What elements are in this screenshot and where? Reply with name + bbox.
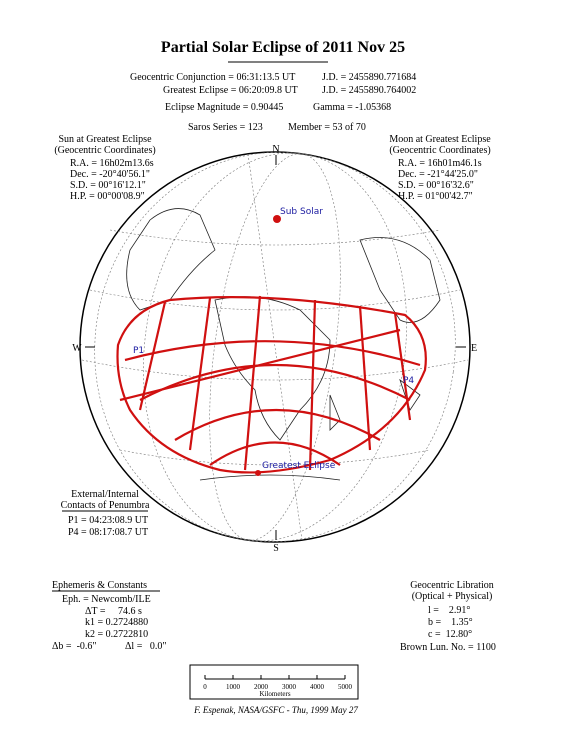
text: Eph. = Newcomb/ILE [62, 594, 151, 605]
compass-label: W [72, 343, 82, 354]
sub-solar-marker [273, 215, 281, 223]
footer: F. Espenak, NASA/GSFC - Thu, 1999 May 27 [193, 705, 358, 715]
scale-label: 4000 [310, 683, 325, 691]
scale-label: 1000 [226, 683, 241, 691]
text: External/Internal [71, 489, 139, 500]
text: R.A. = 16h01m46.1s [398, 158, 482, 169]
ephemeris: Ephemeris & Constants Eph. = Newcomb/ILE… [52, 580, 166, 652]
sun-block: Sun at Greatest Eclipse (Geocentric Coor… [54, 134, 155, 202]
scale-unit: Kilometers [259, 690, 290, 698]
text: Geocentric Libration [410, 580, 494, 591]
text: Δb = -0.6" [52, 641, 96, 652]
text: Dec. = -20°40'56.1" [70, 169, 150, 180]
title: Partial Solar Eclipse of 2011 Nov 25 [161, 39, 405, 56]
text: Greatest Eclipse = 06:20:09.8 UT [163, 85, 298, 96]
text: b = 1.35° [428, 617, 473, 628]
text: ΔT = 74.6 s [85, 606, 142, 617]
text: (Geocentric Coordinates) [389, 145, 490, 156]
text: P1 = 04:23:08.9 UT [68, 515, 148, 526]
map-label: P1 [133, 346, 144, 356]
text: H.P. = 01°00'42.7" [398, 191, 473, 202]
text: Eclipse Magnitude = 0.90445 [165, 102, 283, 113]
text: c = 12.80° [428, 629, 472, 640]
text: J.D. = 2455890.764002 [322, 85, 416, 96]
text: Brown Lun. No. = 1100 [400, 642, 496, 653]
text: P4 = 08:17:08.7 UT [68, 527, 148, 538]
moon-block: Moon at Greatest Eclipse (Geocentric Coo… [389, 134, 491, 202]
compass-label: E [471, 343, 477, 354]
compass-label: N [272, 144, 279, 155]
compass-label: S [273, 543, 279, 554]
text: S.D. = 00°16'12.1" [70, 180, 146, 191]
map-label: Sub Solar [280, 207, 323, 217]
text: (Optical + Physical) [412, 591, 493, 602]
greatest-marker [255, 470, 261, 476]
text: k2 = 0.2722810 [85, 629, 148, 640]
text: Contacts of Penumbra [61, 500, 150, 511]
scale-label: 5000 [338, 683, 353, 691]
text: Moon at Greatest Eclipse [389, 134, 491, 145]
map-label: Greatest Eclipse [262, 461, 336, 471]
text: Δl = 0.0" [125, 641, 166, 652]
text: k1 = 0.2724880 [85, 617, 148, 628]
text: J.D. = 2455890.771684 [322, 72, 416, 83]
text: S.D. = 00°16'32.6" [398, 180, 474, 191]
text: R.A. = 16h02m13.6s [70, 158, 154, 169]
text: H.P. = 00°00'08.9" [70, 191, 145, 202]
map-label: P4 [403, 376, 414, 386]
text: (Geocentric Coordinates) [54, 145, 155, 156]
text: Ephemeris & Constants [52, 580, 147, 591]
text: Geocentric Conjunction = 06:31:13.5 UT [130, 72, 295, 83]
scale-label: 0 [203, 683, 207, 691]
globe [79, 151, 471, 543]
text: Dec. = -21°44'25.0" [398, 169, 478, 180]
scale-label: 3000 [282, 683, 297, 691]
text: Member = 53 of 70 [288, 122, 366, 133]
scale-bar: Kilometers 0 1000 2000 3000 4000 5000 [189, 664, 359, 700]
libration: Geocentric Libration (Optical + Physical… [400, 580, 496, 653]
compass [85, 155, 466, 540]
text: Sun at Greatest Eclipse [58, 134, 152, 145]
text: Gamma = -1.05368 [313, 102, 391, 113]
text: Saros Series = 123 [188, 122, 263, 133]
text: l = 2.91° [428, 605, 470, 616]
contacts: External/Internal Contacts of Penumbra P… [61, 489, 150, 538]
scale-label: 2000 [254, 683, 269, 691]
penumbra-curves [116, 295, 427, 474]
